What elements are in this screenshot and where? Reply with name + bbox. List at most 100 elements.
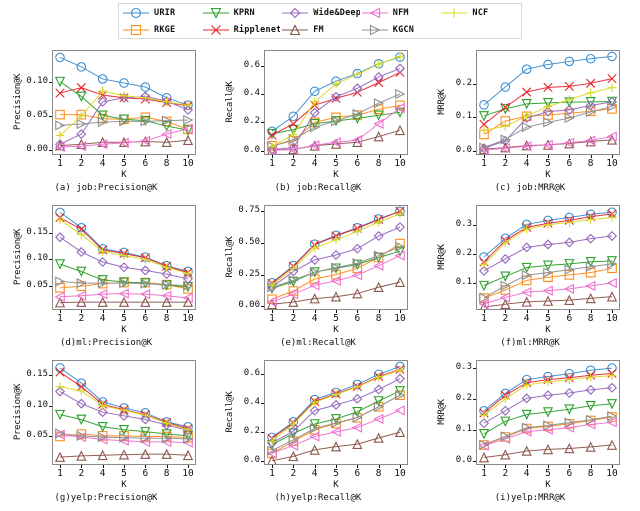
x-axis-tick-label: 8 [375,158,382,169]
y-axis-tick-mark [473,117,476,119]
x-axis-tick-mark [102,465,104,468]
x-axis-tick-mark [378,310,380,313]
x-axis-tick-label: 5 [121,313,127,324]
x-axis-tick-mark [145,155,147,158]
legend-marker-plus-icon [441,8,468,17]
y-axis-tick-mark [261,403,264,405]
subplot-caption: (a) job:Precision@K [54,183,158,193]
subplot-d: 0.05 0.10 0.15 1 2 4 5 6 8 10 Precision@K K (d)ml:Pr… [0,199,212,354]
x-axis-tick-label: 1 [481,313,487,324]
legend-marker-diamond-icon [282,7,309,18]
legend-label: Wide&Deep [313,7,360,18]
y-axis-tick-mark [49,149,52,151]
x-axis-tick-mark [60,465,61,468]
x-axis-tick-mark [166,310,168,313]
x-axis-tick-label: 8 [587,468,594,479]
x-axis-tick-label: 6 [354,313,361,324]
x-axis-label: K [121,325,127,335]
x-axis-tick-label: 6 [142,313,149,324]
x-axis-tick-label: 4 [311,468,318,479]
y-axis-tick-label: 0.2 [243,425,260,436]
x-axis-tick-label: 10 [394,468,406,479]
y-axis-tick-mark [49,115,52,117]
y-axis-tick-mark [261,306,264,308]
x-axis-tick-label: 2 [290,313,297,324]
x-axis-tick-mark [590,465,592,468]
x-axis-tick-mark [314,310,316,313]
y-axis-tick-mark [261,374,264,376]
x-axis-tick-label: 8 [163,468,170,479]
x-axis-tick-label: 8 [163,158,170,169]
x-axis-tick-mark [590,310,592,313]
chart-legend: URIR RKGE KPRN Ripplenet Wide&Deep FM NFM KGCN N… [118,3,522,39]
series-layer [478,207,618,309]
series-layer [54,363,194,462]
y-axis-tick-mark [49,405,52,407]
x-axis-tick-mark [484,310,485,313]
subplot-b: 0.0 0.2 0.4 0.6 1 2 4 5 6 8 10 Recall@K K (b) job:Rec… [212,44,424,199]
legend-item-ripplenet[interactable]: Ripplenet [201,22,280,38]
subplot-caption: (i)yelp:MRR@K [494,493,566,503]
x-axis-tick-label: 2 [78,158,85,169]
x-axis-tick-label: 5 [333,313,339,324]
series-layer [266,361,406,464]
x-axis-tick-label: 2 [290,158,297,169]
x-axis-tick-mark [81,155,83,158]
subplot-caption: (h)yelp:Recall@K [274,493,362,503]
y-axis-tick-mark [473,398,476,400]
y-axis-tick-mark [473,430,476,432]
y-axis-tick-mark [261,122,264,124]
x-axis-tick-label: 2 [78,468,85,479]
x-axis-tick-mark [484,465,485,468]
x-axis-tick-label: 4 [99,313,106,324]
legend-item-wide-deep[interactable]: Wide&Deep [280,5,360,21]
x-axis-tick-label: 2 [78,313,85,324]
x-axis-tick-mark [272,310,273,313]
x-axis-tick-mark [526,155,528,158]
legend-item-fm[interactable]: FM [280,22,360,38]
series-layer [266,206,406,309]
legend-item-nfm[interactable]: NFM [360,5,440,21]
subplot-i: 0.0 0.1 0.2 0.3 1 2 4 5 6 8 10 MRR@K K (i)yelp:MRR@K [424,354,636,509]
x-axis-label: K [121,480,127,490]
x-axis-tick-label: 5 [333,468,339,479]
x-axis-tick-mark [569,310,571,313]
y-axis-tick-mark [473,253,476,255]
y-axis-tick-mark [261,211,264,213]
y-axis-tick-label: 0.0 [455,144,472,155]
x-axis-tick-mark [590,155,592,158]
x-axis-tick-mark [357,465,359,468]
x-axis-tick-mark [505,465,507,468]
x-axis-tick-label: 6 [354,158,361,169]
x-axis-tick-label: 8 [163,313,170,324]
x-axis-tick-mark [81,465,83,468]
subplot-g: 0.05 0.10 0.15 1 2 4 5 6 8 10 Precision@K K (g)yelp:… [0,354,212,509]
legend-marker-triangle-down-icon [202,7,229,19]
x-axis-tick-label: 10 [182,158,194,169]
y-axis-tick-label: 0.4 [243,397,260,408]
x-axis-tick-mark [357,310,359,313]
legend-marker-triangle-right-icon [361,24,388,35]
y-axis-tick-mark [49,82,52,84]
y-axis-tick-mark [261,65,264,67]
x-axis-tick-label: 1 [481,468,487,479]
x-axis-tick-mark [272,155,273,158]
y-axis-tick-label: 0.6 [243,59,260,70]
legend-item-ncf[interactable]: NCF [439,5,519,21]
legend-item-kgcn[interactable]: KGCN [360,22,440,38]
y-axis-tick-label: 0.0 [243,144,260,155]
y-axis-tick-mark [473,150,476,152]
y-axis-tick-label: 0.25 [238,268,260,279]
x-axis-tick-mark [400,310,401,313]
legend-item-kprn[interactable]: KPRN [201,5,281,21]
legend-item-rkge[interactable]: RKGE [121,22,201,38]
y-axis-tick-label: 0.10 [26,76,48,87]
x-axis-tick-label: 5 [545,158,551,169]
legend-item-urir[interactable]: URIR [121,5,201,21]
legend-label: URIR [154,7,176,18]
x-axis-tick-mark [293,465,295,468]
x-axis-tick-mark [548,465,549,468]
y-axis-tick-label: 0.0 [243,454,260,465]
legend-label: RKGE [154,24,176,35]
